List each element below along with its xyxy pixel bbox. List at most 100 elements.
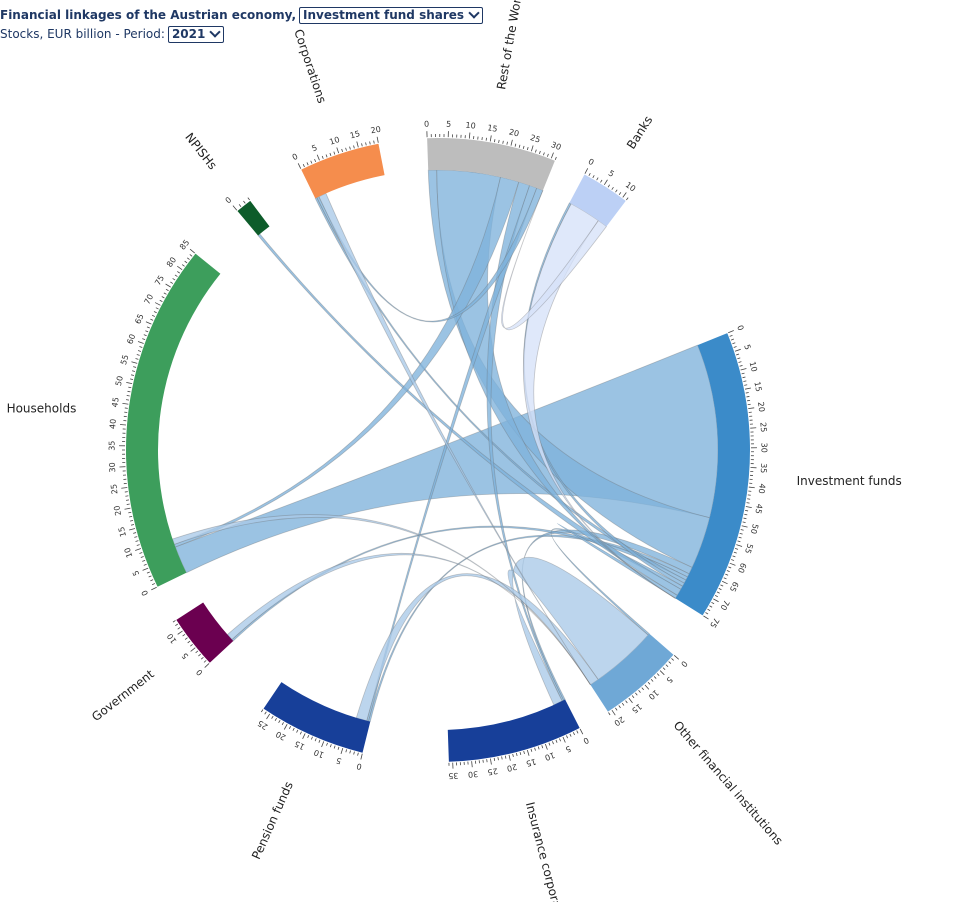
tick-mark: [126, 382, 133, 385]
tick-label: 20: [112, 505, 123, 517]
tick-mark: [142, 338, 146, 341]
period-select[interactable]: 2021: [167, 25, 225, 43]
tick-mark: [729, 562, 736, 566]
sector-arc-government[interactable]: [176, 602, 234, 663]
tick-mark: [489, 135, 492, 142]
tick-label: 5: [180, 651, 190, 661]
tick-mark: [506, 141, 508, 145]
tick-mark: [198, 653, 201, 657]
sector-arc-households[interactable]: [125, 253, 221, 587]
sector-label-households: Households: [7, 401, 77, 415]
tick-mark: [611, 186, 614, 190]
tick-mark: [490, 758, 492, 765]
tick-mark: [647, 681, 651, 685]
tick-mark: [572, 732, 575, 736]
tick-mark: [184, 260, 188, 264]
tick-mark: [187, 640, 191, 644]
tick-mark: [133, 532, 137, 534]
tick-mark: [728, 330, 734, 334]
tick-mark: [497, 757, 499, 761]
tick-mark: [321, 155, 324, 159]
tick-mark: [625, 700, 628, 704]
tick-label: 45: [110, 397, 120, 408]
tick-mark: [555, 739, 558, 743]
tick-mark: [163, 292, 167, 295]
tick-mark: [644, 684, 650, 690]
tick-mark: [297, 163, 302, 169]
tick-mark: [740, 529, 744, 531]
ribbon-rest-of-the-world-to-pension-funds[interactable]: [366, 184, 538, 722]
period-select-value: 2021: [171, 26, 206, 41]
ribbon-other-financial-institutions-to-insurance-corporation[interactable]: [507, 556, 649, 706]
tick-mark: [588, 172, 591, 176]
sector-arc-pension-funds[interactable]: [263, 682, 371, 753]
ribbon-investment-funds-to-corporations[interactable]: [314, 197, 687, 584]
sector-arc-corporations[interactable]: [301, 143, 385, 199]
tick-mark: [726, 570, 730, 573]
ribbon-investment-funds-to-government[interactable]: [231, 525, 689, 642]
tick-mark: [122, 402, 129, 405]
tick-mark: [200, 656, 204, 660]
sector-arc-banks[interactable]: [569, 174, 626, 227]
ribbon-investment-funds-to-npishs[interactable]: [257, 233, 682, 596]
tick-label: 60: [125, 333, 137, 346]
tick-mark: [321, 741, 325, 748]
tick-label: 5: [335, 755, 343, 765]
tick-mark: [508, 754, 511, 761]
ribbon-other-financial-institutions-to-pension-funds[interactable]: [355, 573, 599, 722]
tick-mark: [353, 145, 355, 149]
tick-mark: [341, 148, 343, 153]
tick-mark: [569, 733, 572, 737]
tick-label: 65: [728, 580, 740, 593]
tick-label: 20: [506, 762, 518, 773]
sector-arc-insurance-corporation[interactable]: [447, 699, 580, 762]
tick-label: 0: [424, 120, 429, 129]
tick-mark: [608, 712, 611, 716]
tick-mark: [130, 520, 134, 522]
tick-label: 20: [756, 401, 766, 412]
sector-arc-rest-of-the-world[interactable]: [427, 138, 555, 191]
tick-mark: [615, 707, 618, 711]
tick-mark: [746, 396, 750, 398]
tick-mark: [369, 141, 371, 145]
tick-mark: [145, 330, 149, 333]
tick-label: 10: [647, 688, 661, 701]
tick-label: 10: [123, 546, 135, 559]
ribbon-investment-funds-to-households[interactable]: [174, 344, 719, 574]
tick-mark: [314, 738, 317, 742]
tick-label: 55: [119, 354, 130, 366]
sector-arc-other-financial-institutions[interactable]: [590, 633, 674, 712]
tick-label: 0: [582, 735, 591, 745]
ribbon-banks-to-rest-of-the-world[interactable]: [501, 190, 608, 331]
tick-mark: [190, 644, 193, 647]
tick-mark: [181, 264, 185, 267]
instrument-select[interactable]: Investment fund shares: [299, 6, 484, 24]
tick-label: 0: [356, 761, 363, 771]
tick-mark: [128, 511, 132, 514]
tick-mark: [579, 728, 584, 735]
tick-label: 15: [487, 123, 499, 134]
tick-mark: [299, 731, 302, 735]
sector-arc-investment-funds[interactable]: [675, 333, 751, 616]
ribbon-investment-funds-to-banks[interactable]: [523, 202, 685, 587]
tick-mark: [611, 709, 616, 716]
tick-mark: [124, 507, 131, 510]
sector-arc-npishs[interactable]: [237, 200, 270, 236]
tick-label: 20: [370, 125, 382, 136]
tick-mark: [534, 747, 536, 751]
tick-mark: [307, 734, 310, 739]
tick-mark: [740, 368, 747, 371]
tick-mark: [656, 673, 660, 676]
tick-label: 70: [718, 598, 731, 611]
tick-mark: [493, 757, 496, 761]
tick-mark: [302, 164, 305, 168]
tick-mark: [510, 139, 513, 146]
tick-mark: [745, 392, 749, 394]
tick-mark: [550, 152, 554, 159]
tick-label: 25: [487, 766, 499, 777]
tick-label: 10: [543, 750, 556, 762]
ribbon-rest-of-the-world-to-corporations[interactable]: [316, 187, 544, 323]
tick-mark: [310, 160, 313, 164]
tick-mark: [718, 588, 722, 591]
tick-mark: [662, 667, 666, 670]
